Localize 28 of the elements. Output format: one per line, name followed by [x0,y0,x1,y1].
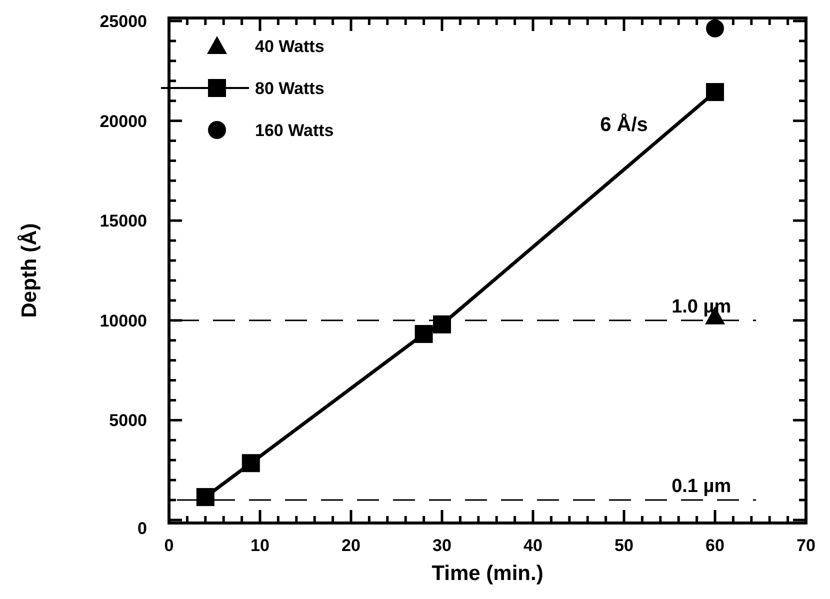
point [706,83,724,102]
x-tick-label: 50 [614,536,634,555]
point [414,324,433,343]
point [706,19,724,38]
y-tick-label: 15000 [100,212,147,231]
legend-label: 40 Watts [255,37,324,56]
x-tick-label: 70 [796,536,816,555]
x-tick-label: 20 [342,536,360,555]
y-tick-label: 5000 [109,411,147,430]
ref-line-label: 1.0 µm [672,296,732,318]
x-tick-label: 10 [250,536,270,555]
x-tick-label: 40 [524,536,542,555]
x-tick-label: 60 [706,536,724,555]
x-tick-label: 30 [432,536,452,555]
legend-label: 80 Watts [255,79,324,98]
ref-line-label: 0.1 µm [672,476,732,498]
y-axis-title: Depth (Å) [17,223,41,318]
y-tick-label: 0 [138,519,147,538]
point [196,488,214,506]
point [433,315,451,334]
y-tick-label: 20000 [100,112,147,131]
point [242,454,260,472]
y-tick-label: 10000 [100,311,147,330]
x-axis-title: Time (min.) [432,562,544,585]
annotation: 6 Å/s [600,112,648,136]
y-tick-label: 25000 [100,12,147,31]
legend-label: 160 Watts [255,121,334,140]
x-tick-label: 0 [164,536,174,555]
